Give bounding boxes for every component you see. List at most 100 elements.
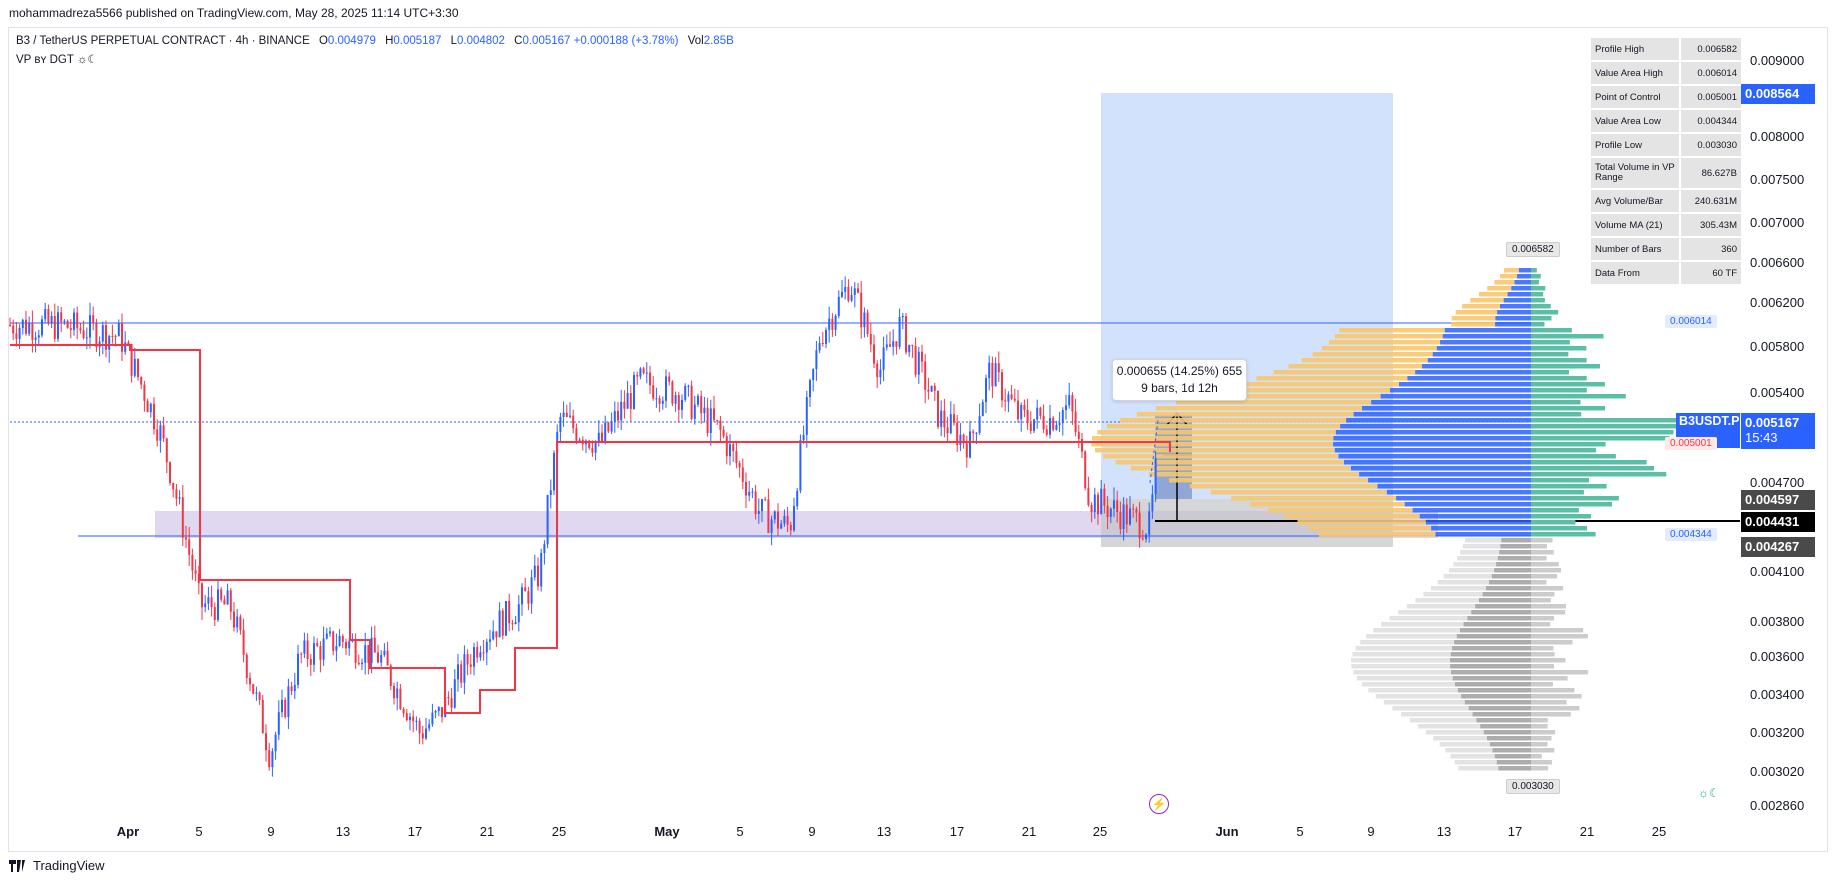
candle-body [473,647,475,667]
candle-body [879,370,881,377]
candle-body [47,309,49,323]
vp-delta-bar [1531,628,1583,633]
candle-body [492,631,494,639]
candle-body [745,482,747,496]
candle-body [1119,512,1121,529]
lightning-icon[interactable]: ⚡ [1149,794,1169,814]
candle-body [521,587,523,604]
vp-bar-buy [1420,514,1531,519]
candle-body [908,345,910,352]
stats-value: 0.004344 [1681,110,1741,132]
vp-delta-bar [1531,664,1554,669]
symbol-legend[interactable]: B3 / TetherUS PERPETUAL CONTRACT · 4h · … [16,35,734,47]
vp-delta-bar [1531,622,1550,627]
vp-delta-bar [1531,592,1554,597]
candle-body [223,600,225,605]
stats-row: Profile High 0.006582 [1591,38,1741,60]
vp-delta-bar [1531,508,1579,513]
sun-moon-icon[interactable]: ☼☾ [1698,786,1720,800]
candle-body [214,607,216,620]
candle-body [534,566,536,578]
high-value: 0.005187 [393,35,441,47]
candle-body [809,380,811,397]
candle-body [227,590,229,604]
candle-body [479,652,481,657]
candle-body [95,323,97,347]
candle-body [732,444,734,451]
candle-body [438,707,440,711]
volume-label: Vol [688,35,704,47]
vp-bar-sell [1156,406,1362,411]
candle-body [355,640,357,663]
vp-delta-bar [1531,580,1546,585]
vp-bar-sell [1115,460,1344,465]
vp-delta-bar [1531,526,1587,531]
candle-body [137,359,139,377]
candle-body [140,377,142,385]
candle-body [729,444,731,456]
candle-body [246,655,248,678]
vp-bar-sell [1418,724,1480,729]
vp-delta-bar [1531,724,1548,729]
vp-bar-sell [1339,328,1444,333]
vp-bar-sell [1444,574,1492,579]
vp-bar-buy [1464,622,1531,627]
candle-body [995,363,997,386]
vp-bar-sell [1390,616,1468,621]
candle-body [428,724,430,728]
footer-brand[interactable]: TradingView [9,858,105,873]
candle-body [495,631,497,637]
stats-key: Profile Low [1591,134,1679,156]
candle-body [876,364,878,378]
vp-bar-sell [1289,364,1422,369]
vp-bar-buy [1498,556,1531,561]
candle-body [764,499,766,500]
candle-body [252,684,254,693]
candle-body [179,497,181,498]
vp-delta-bar [1531,466,1654,471]
vp-bar-buy [1426,520,1531,525]
candle-body [486,642,488,653]
vp-bar-sell [1120,418,1346,423]
vp-delta-bar [1531,646,1553,651]
last-price-value: 0.005167 [1745,415,1811,430]
candle-body [1097,495,1099,515]
candle-body [1135,509,1137,513]
candle-body [284,700,286,717]
vp-delta-bar [1531,268,1537,273]
candle-body [780,524,782,529]
indicator-legend[interactable]: VP ʙʏ DGT ☼☾ [16,52,98,66]
vp-bar-buy [1399,382,1531,387]
vp-bar-sell [1313,352,1433,357]
vp-bar-buy [1467,616,1531,621]
vp-bar-buy [1483,592,1531,597]
candle-body [143,385,145,401]
price-tick-label: 0.004100 [1750,564,1804,579]
candle-body [409,717,411,720]
candle-body [870,334,872,344]
vp-delta-bar [1531,364,1600,369]
candle-body [297,654,299,685]
vp-delta-bar [1531,688,1574,693]
candle-body [671,382,673,404]
stats-value: 305.43M [1681,214,1741,236]
candle-body [150,404,152,412]
candle-body [614,411,616,421]
candle-body [751,492,753,493]
candle-body [767,499,769,532]
candle-body [566,413,568,417]
measure-tooltip[interactable]: 0.000655 (14.25%) 655 9 bars, 1d 12h [1112,359,1247,401]
candle-body [44,309,46,319]
vp-bar-buy [1362,406,1531,411]
bar-countdown: 15:43 [1745,430,1811,445]
candle-body [777,512,779,529]
candle-body [847,287,849,301]
vp-bar-buy [1351,466,1531,471]
vp-delta-bar [1531,454,1616,459]
candle-body [79,328,81,330]
vp-bar-buy [1500,544,1531,549]
vp-bar-buy [1498,766,1531,771]
symbol-title[interactable]: B3 / TetherUS PERPETUAL CONTRACT · 4h · … [16,35,310,47]
vp-delta-bar [1531,598,1551,603]
